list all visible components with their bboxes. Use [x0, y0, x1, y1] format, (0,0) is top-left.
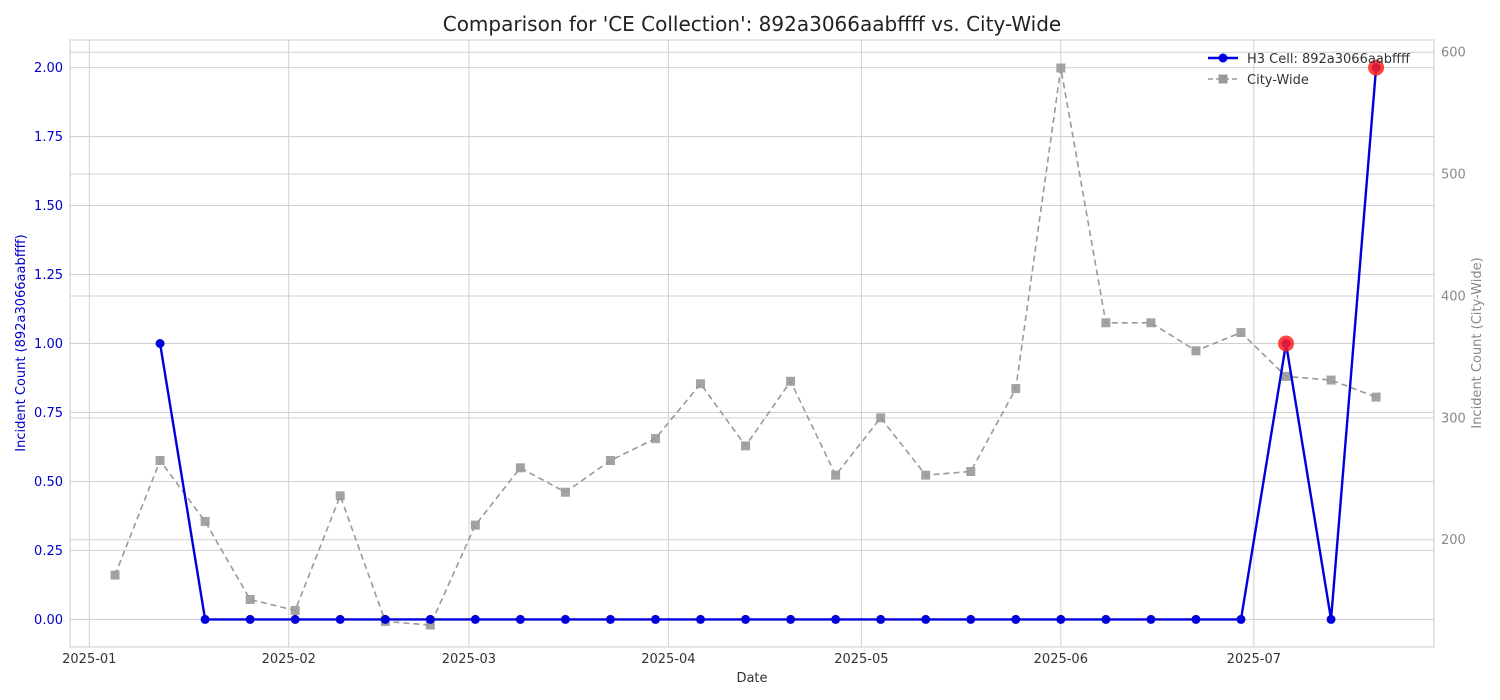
highlight-marker — [1368, 59, 1385, 76]
city-wide-point — [650, 434, 660, 444]
city-wide-point — [741, 441, 751, 451]
city-wide-point — [1146, 318, 1156, 328]
left-tick-label: 2.00 — [34, 61, 63, 76]
right-tick-label: 500 — [1441, 168, 1466, 183]
x-axis-label: Date — [736, 671, 767, 686]
h3-cell-point — [515, 614, 525, 624]
h3-cell-point — [1146, 614, 1156, 624]
right-tick-label: 200 — [1441, 533, 1466, 548]
highlight-markers — [1278, 59, 1385, 352]
city-wide-point — [696, 379, 706, 389]
h3-cell-point — [470, 614, 480, 624]
city-wide-point — [335, 491, 345, 501]
right-tick-label: 300 — [1441, 411, 1466, 426]
city-wide-point — [1191, 346, 1201, 356]
legend: H3 Cell: 892a3066aabffff City-Wide — [1208, 52, 1411, 88]
right-axis-ticks: 200 300 400 500 600 — [1441, 46, 1466, 549]
h3-cell-series — [155, 63, 1381, 624]
city-wide-point — [1236, 328, 1246, 338]
left-tick-label: 0.25 — [34, 544, 63, 559]
h3-cell-point — [1326, 614, 1336, 624]
left-tick-label: 1.50 — [34, 199, 63, 214]
x-tick-label: 2025-03 — [442, 652, 496, 667]
city-wide-point — [786, 376, 796, 386]
h3-cell-point — [200, 614, 210, 624]
left-axis-ticks: 0.00 0.25 0.50 0.75 1.00 1.25 1.50 1.75 2.00 — [34, 61, 63, 628]
h3-cell-point — [650, 614, 660, 624]
h3-cell-point — [560, 614, 570, 624]
city-wide-point — [200, 516, 210, 526]
h3-cell-point — [605, 614, 615, 624]
h3-cell-point — [1011, 614, 1021, 624]
left-y-axis-label: Incident Count (892a3066aabffff) — [14, 234, 29, 451]
h3-cell-point — [1101, 614, 1111, 624]
city-wide-point — [605, 456, 615, 466]
x-tick-label: 2025-02 — [262, 652, 316, 667]
legend-cell-label: H3 Cell: 892a3066aabffff — [1247, 52, 1411, 67]
city-wide-point — [1371, 392, 1381, 402]
h3-cell-point — [290, 614, 300, 624]
x-tick-label: 2025-04 — [641, 652, 695, 667]
city-wide-point — [245, 594, 255, 604]
right-tick-label: 600 — [1441, 46, 1466, 61]
city-wide-point — [966, 466, 976, 476]
city-wide-point — [1101, 318, 1111, 328]
h3-cell-point — [155, 339, 165, 348]
h3-cell-point — [245, 614, 255, 624]
h3-cell-point — [831, 614, 841, 624]
legend-city-label: City-Wide — [1247, 73, 1309, 88]
h3-cell-point — [876, 614, 886, 624]
city-wide-point — [425, 620, 435, 630]
left-tick-label: 0.00 — [34, 613, 63, 628]
city-wide-point — [831, 470, 841, 480]
city-wide-point — [921, 470, 931, 480]
city-wide-point — [110, 570, 120, 580]
left-tick-label: 1.00 — [34, 337, 63, 352]
left-tick-label: 0.75 — [34, 406, 63, 421]
plot-frame — [69, 39, 1435, 648]
city-wide-point — [155, 456, 165, 466]
city-wide-point — [1056, 63, 1066, 73]
city-wide-point — [1011, 384, 1021, 394]
legend-cell-marker — [1218, 53, 1228, 63]
h3-cell-point — [966, 614, 976, 624]
x-axis-ticks: 2025-01 2025-02 2025-03 2025-04 2025-05 2025-… — [62, 652, 1281, 667]
x-tick-label: 2025-07 — [1227, 652, 1281, 667]
h3-cell-point — [786, 614, 796, 624]
city-wide-series — [110, 63, 1381, 630]
left-tick-label: 0.50 — [34, 475, 63, 490]
city-wide-point — [1281, 371, 1291, 381]
city-wide-point — [515, 463, 525, 473]
left-tick-label: 1.75 — [34, 130, 63, 145]
grid-lines — [70, 40, 1434, 647]
right-tick-label: 400 — [1441, 289, 1466, 304]
h3-cell-point — [1191, 614, 1201, 624]
h3-cell-point — [335, 614, 345, 624]
left-tick-label: 1.25 — [34, 268, 63, 283]
right-y-axis-label: Incident Count (City-Wide) — [1470, 257, 1485, 428]
h3-cell-line — [158, 67, 1378, 621]
x-tick-label: 2025-05 — [834, 652, 888, 667]
highlight-marker — [1278, 335, 1295, 352]
x-tick-label: 2025-01 — [62, 652, 116, 667]
h3-cell-point — [1236, 614, 1246, 624]
city-wide-point — [560, 487, 570, 497]
legend-city-marker — [1218, 74, 1228, 84]
h3-cell-point — [921, 614, 931, 624]
h3-cell-point — [1056, 614, 1066, 624]
h3-cell-point — [741, 614, 751, 624]
chart-title: Comparison for 'CE Collection': 892a3066… — [443, 12, 1062, 36]
city-wide-point — [1326, 375, 1336, 385]
h3-cell-point — [425, 614, 435, 624]
city-wide-point — [876, 413, 886, 423]
h3-cell-point — [696, 614, 706, 624]
h3-cell-point — [380, 614, 390, 624]
city-wide-line — [114, 67, 1377, 626]
x-tick-label: 2025-06 — [1034, 652, 1088, 667]
city-wide-point — [290, 605, 300, 615]
city-wide-point — [470, 520, 480, 530]
